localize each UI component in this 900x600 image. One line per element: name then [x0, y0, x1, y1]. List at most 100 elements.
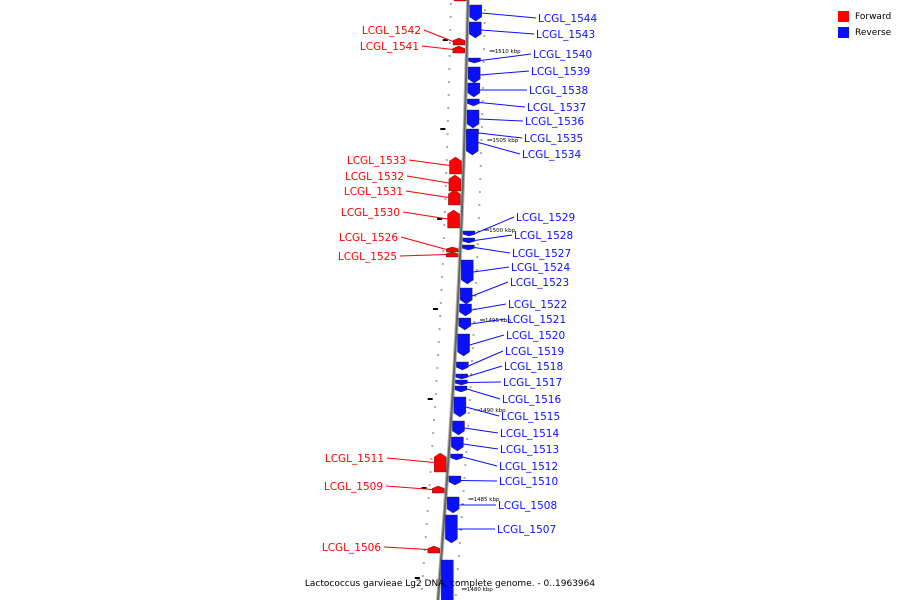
gene-lcgl-1531: [448, 189, 461, 206]
gene-lcgl-1530: [447, 209, 460, 229]
gene-label: LCGL_1543: [536, 29, 595, 41]
gene-lcgl-1536: [466, 109, 480, 129]
gene-label: LCGL_1511: [325, 453, 384, 465]
gene-connector: [399, 254, 447, 257]
gene-lcgl-1527: [462, 244, 475, 251]
gene-label: LCGL_1514: [500, 428, 559, 440]
legend-forward-label: Forward: [855, 11, 892, 22]
kbp-label: 1485 kbp: [474, 497, 500, 503]
gene-lcgl-1513: [451, 436, 464, 452]
gene-lcgl-1518: [455, 373, 468, 380]
gene-lcgl-1516: [454, 385, 468, 393]
gene-lcgl-1534: [466, 129, 479, 156]
kbp-label: 1490 kbp: [480, 408, 506, 414]
gene-connector: [480, 70, 530, 76]
gene-lcgl-1544: [469, 4, 482, 22]
gene-label: LCGL_1507: [497, 524, 556, 536]
gene-label: LCGL_1531: [344, 186, 403, 198]
kbp-label: 1495 kbp: [485, 318, 511, 324]
gene-label: LCGL_1522: [508, 299, 567, 311]
gene-connector: [471, 303, 507, 311]
gene-connector: [474, 247, 511, 254]
gene-connector: [474, 234, 513, 241]
legend-reverse-label: Reverse: [855, 27, 892, 38]
gene-label: LCGL_1541: [360, 41, 419, 53]
gene-lcgl-1543: [469, 21, 482, 39]
legend-forward-swatch: [838, 11, 849, 22]
gene-label: LCGL_1506: [322, 542, 381, 554]
gene-label: LCGL_1521: [507, 314, 566, 326]
gene-label: LCGL_1518: [504, 361, 563, 373]
gene-connector: [402, 211, 448, 220]
gene-connector: [383, 546, 428, 550]
gene-connector: [386, 457, 435, 463]
gene-label: LCGL_1510: [499, 476, 558, 488]
gene-lcgl-1526: [446, 246, 459, 253]
gene-lcgl-1519: [456, 361, 469, 371]
gene-lcgl-1507: [445, 514, 458, 544]
gene-label: LCGL_1540: [533, 49, 592, 61]
gene-lcgl-1510: [448, 475, 462, 486]
gene-label: LCGL_1508: [498, 500, 557, 512]
gene-label: LCGL_1515: [501, 411, 560, 423]
gene-label: LCGL_1525: [338, 251, 397, 263]
gene-connector: [405, 190, 449, 198]
gene-connector: [467, 381, 502, 383]
gene-lcgl-1537: [467, 98, 480, 107]
gene-partial-top: [453, 0, 467, 2]
gene-lcgl-1521: [458, 317, 471, 331]
gene-connector: [469, 334, 505, 346]
gene-connector: [464, 427, 499, 434]
gene-connector: [468, 350, 504, 367]
legend: Forward Reverse: [838, 9, 891, 41]
genome-caption: Lactococcus garvieae Lg2 DNA, complete g…: [304, 579, 596, 589]
gene-label: LCGL_1523: [510, 277, 569, 289]
gene-label: LCGL_1529: [516, 212, 575, 224]
gene-label: LCGL_1532: [345, 171, 404, 183]
gene-lcgl-1520: [457, 333, 470, 357]
gene-lcgl-1509: [432, 485, 445, 494]
legend-reverse: Reverse: [838, 25, 891, 40]
gene-connector: [423, 29, 454, 42]
gene-label: LCGL_1528: [514, 230, 573, 242]
gene-connector: [466, 388, 501, 400]
gene-label: LCGL_1537: [527, 102, 586, 114]
gene-connector: [462, 456, 498, 467]
gene-lcgl-1533: [449, 156, 462, 175]
legend-reverse-swatch: [838, 27, 849, 38]
gene-label: LCGL_1544: [538, 13, 597, 25]
gene-label: LCGL_1520: [506, 330, 565, 342]
gene-label: LCGL_1527: [512, 248, 571, 260]
gene-connector: [478, 132, 523, 139]
gene-connector: [421, 45, 453, 50]
genome-backbone: [436, 0, 470, 600]
gene-label: LCGL_1524: [511, 262, 570, 274]
gene-lcgl-1506: [427, 545, 440, 554]
gene-label: LCGL_1533: [347, 155, 406, 167]
gene-connector: [470, 318, 506, 325]
gene-lcgl-1538: [467, 82, 480, 98]
gene-lcgl-1508: [446, 496, 460, 514]
gene-connector: [406, 175, 450, 184]
gene-label: LCGL_1536: [525, 116, 584, 128]
gene-connector: [480, 53, 532, 61]
gene-lcgl-1522: [459, 303, 472, 317]
gene-lcgl-1514: [452, 420, 465, 436]
gene-connector: [478, 118, 524, 122]
kbp-label: 1510 kbp: [495, 49, 521, 55]
gene-connector: [478, 142, 521, 155]
gene-label: LCGL_1542: [362, 25, 421, 37]
gene-label: LCGL_1535: [524, 133, 583, 145]
gene-connector: [467, 365, 503, 377]
gene-connector: [385, 485, 433, 490]
gene-label: LCGL_1530: [341, 207, 400, 219]
legend-forward: Forward: [838, 9, 891, 24]
gene-connector: [473, 266, 510, 273]
gene-connector: [463, 443, 499, 450]
gene-lcgl-1540: [468, 57, 481, 64]
gene-connector: [408, 159, 450, 166]
gene-label: LCGL_1534: [522, 149, 581, 161]
gene-lcgl-1523: [460, 287, 473, 305]
gene-connector: [472, 281, 509, 297]
